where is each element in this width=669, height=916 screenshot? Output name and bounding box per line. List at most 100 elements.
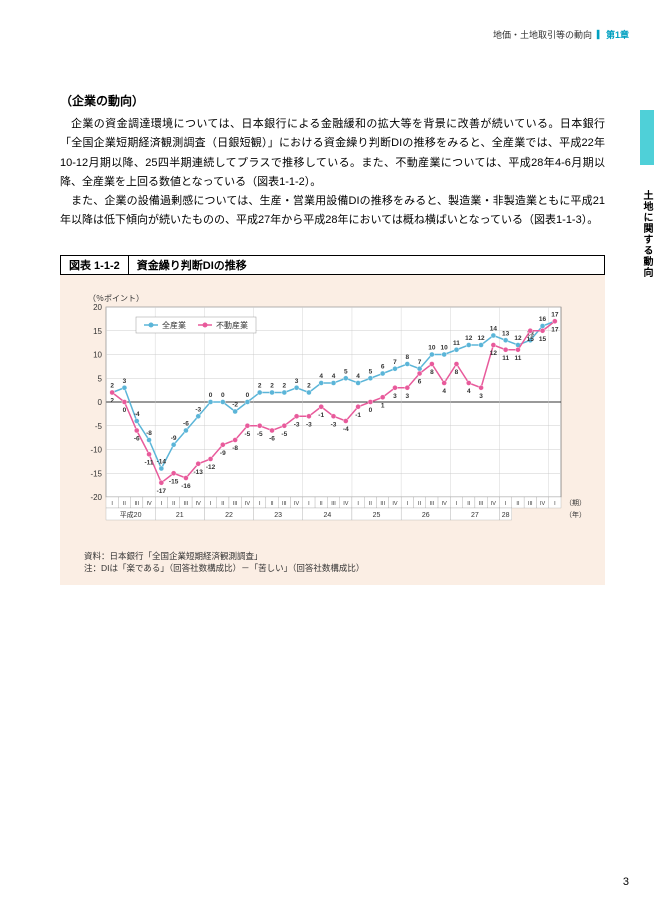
figure-number: 図表 1-1-2: [61, 256, 129, 274]
svg-text:-3: -3: [294, 421, 300, 428]
svg-text:-2: -2: [232, 401, 238, 408]
svg-text:16: 16: [539, 316, 547, 323]
svg-text:6: 6: [381, 363, 385, 370]
svg-text:1: 1: [381, 402, 385, 409]
page-number: 3: [623, 876, 629, 888]
svg-text:全産業: 全産業: [162, 320, 186, 330]
svg-text:15: 15: [539, 335, 547, 342]
svg-text:4: 4: [356, 373, 360, 380]
svg-text:11: 11: [515, 354, 522, 361]
svg-text:-1: -1: [355, 411, 361, 418]
svg-text:-5: -5: [257, 430, 263, 437]
chart-source: 資料：日本銀行「全国企業短期経済観測調査」: [84, 550, 591, 563]
chart-note: 注：DIは「楽である」（回答社数構成比）－「苦しい」（回答社数構成比）: [84, 562, 591, 575]
svg-text:22: 22: [225, 512, 233, 519]
svg-text:II: II: [172, 501, 176, 507]
svg-text:4: 4: [319, 373, 323, 380]
svg-text:II: II: [467, 501, 471, 507]
svg-text:II: II: [123, 501, 127, 507]
svg-text:III: III: [184, 501, 189, 507]
svg-text:0: 0: [246, 392, 250, 399]
svg-text:-4: -4: [134, 411, 140, 418]
svg-text:-5: -5: [95, 421, 103, 430]
svg-text:IV: IV: [196, 501, 202, 507]
svg-text:III: III: [528, 501, 533, 507]
svg-text:II: II: [221, 501, 225, 507]
svg-text:12: 12: [477, 335, 485, 342]
svg-text:-8: -8: [232, 445, 238, 452]
svg-text:II: II: [369, 501, 373, 507]
svg-text:-10: -10: [90, 445, 102, 454]
svg-text:11: 11: [502, 354, 509, 361]
svg-text:10: 10: [428, 344, 436, 351]
chart-footer: 資料：日本銀行「全国企業短期経済観測調査」 注：DIは「楽である」（回答社数構成…: [74, 550, 591, 576]
svg-text:II: II: [516, 501, 520, 507]
svg-text:III: III: [430, 501, 435, 507]
svg-text:4: 4: [442, 388, 446, 395]
svg-text:-17: -17: [157, 487, 167, 494]
svg-text:-20: -20: [90, 493, 102, 502]
svg-text:5: 5: [98, 374, 103, 383]
svg-text:3: 3: [479, 392, 483, 399]
svg-text:II: II: [270, 501, 274, 507]
svg-text:III: III: [331, 501, 336, 507]
svg-text:IV: IV: [343, 501, 349, 507]
svg-text:26: 26: [422, 512, 430, 519]
svg-text:3: 3: [405, 392, 409, 399]
svg-text:2: 2: [282, 382, 286, 389]
svg-text:10: 10: [93, 350, 102, 359]
svg-text:-11: -11: [145, 459, 154, 466]
side-tab-marker: [640, 110, 654, 165]
svg-text:-9: -9: [171, 434, 177, 441]
svg-text:3: 3: [393, 392, 397, 399]
svg-text:-6: -6: [269, 435, 275, 442]
svg-text:平成20: 平成20: [120, 510, 142, 519]
svg-text:II: II: [320, 501, 324, 507]
svg-text:-4: -4: [343, 426, 349, 433]
svg-text:-14: -14: [157, 458, 167, 465]
section-heading: （企業の動向）: [60, 92, 605, 109]
chart-svg: （％ポイント）-20-15-10-50510152023-4-8-14-9-6-…: [74, 289, 591, 539]
svg-text:-13: -13: [194, 468, 204, 475]
svg-text:III: III: [233, 501, 238, 507]
svg-text:5: 5: [369, 368, 373, 375]
svg-text:-5: -5: [281, 430, 287, 437]
svg-text:2: 2: [270, 382, 274, 389]
svg-text:-1: -1: [318, 411, 324, 418]
svg-text:17: 17: [551, 326, 559, 333]
svg-text:-15: -15: [169, 478, 179, 485]
svg-text:28: 28: [502, 512, 510, 519]
svg-text:III: III: [380, 501, 385, 507]
svg-text:2: 2: [258, 382, 262, 389]
svg-text:23: 23: [274, 512, 282, 519]
svg-text:15: 15: [93, 326, 102, 335]
svg-text:4: 4: [332, 373, 336, 380]
svg-text:-3: -3: [306, 421, 312, 428]
svg-text:10: 10: [441, 344, 449, 351]
svg-text:III: III: [134, 501, 139, 507]
svg-text:21: 21: [176, 512, 184, 519]
body-paragraph-1: 企業の資金調達環境については、日本銀行による金融緩和の拡大等を背景に改善が続いて…: [60, 115, 605, 192]
page-header: 地価・土地取引等の動向 ▎第1章: [493, 28, 629, 41]
svg-text:3: 3: [295, 377, 299, 384]
chart-svg-container: （％ポイント）-20-15-10-50510152023-4-8-14-9-6-…: [74, 289, 591, 544]
svg-text:14: 14: [490, 325, 498, 332]
svg-text:2: 2: [307, 382, 311, 389]
svg-text:II: II: [418, 501, 422, 507]
svg-text:0: 0: [209, 392, 213, 399]
svg-text:IV: IV: [146, 501, 152, 507]
svg-text:III: III: [479, 501, 484, 507]
svg-text:-12: -12: [206, 464, 216, 471]
svg-text:17: 17: [551, 311, 559, 318]
svg-text:III: III: [282, 501, 287, 507]
figure-caption: 資金繰り判断DIの推移: [129, 256, 604, 274]
svg-text:12: 12: [465, 335, 473, 342]
svg-text:IV: IV: [540, 501, 546, 507]
svg-text:-15: -15: [90, 469, 102, 478]
svg-text:6: 6: [418, 378, 422, 385]
svg-text:（期）: （期）: [565, 499, 586, 507]
svg-text:0: 0: [221, 392, 225, 399]
svg-text:-3: -3: [331, 421, 337, 428]
svg-text:IV: IV: [491, 501, 497, 507]
svg-text:20: 20: [93, 303, 102, 312]
